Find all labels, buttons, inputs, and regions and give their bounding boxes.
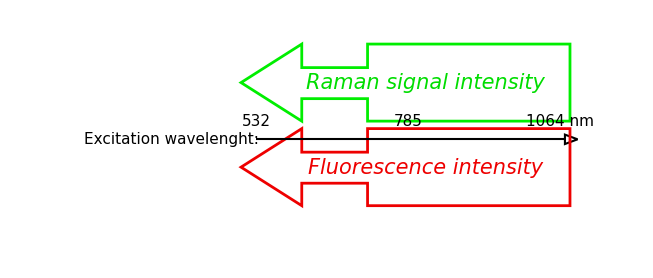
Text: Fluorescence intensity: Fluorescence intensity [308,158,543,178]
Text: 785: 785 [394,114,422,129]
Text: 532: 532 [242,114,271,129]
Text: Raman signal intensity: Raman signal intensity [306,73,545,93]
Text: Excitation wavelenght:: Excitation wavelenght: [84,132,259,147]
Text: 1064 nm: 1064 nm [526,114,594,129]
